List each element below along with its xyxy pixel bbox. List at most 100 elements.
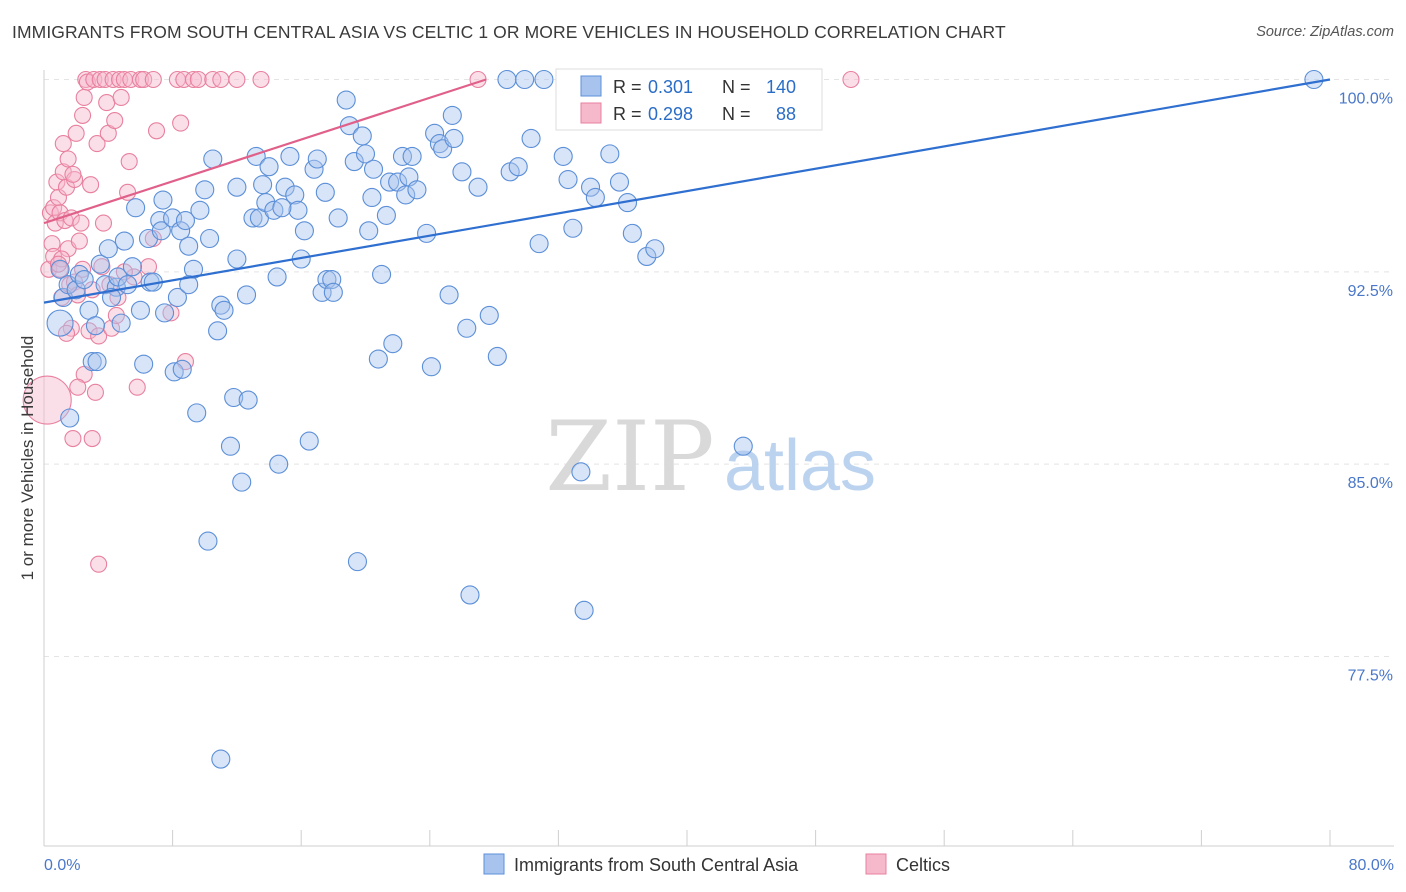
south-central-asia-point <box>172 359 192 379</box>
south-central-asia-point <box>227 177 247 197</box>
celtic-point <box>122 70 140 89</box>
south-central-asia-point <box>288 200 308 220</box>
south-central-asia-point <box>179 275 199 295</box>
celtic-point <box>144 70 162 89</box>
south-central-asia-point <box>275 177 295 197</box>
celtic-point <box>59 150 77 168</box>
celtic-point <box>175 70 193 89</box>
south-central-asia-point <box>344 152 364 172</box>
watermark: ZIP atlas <box>545 401 876 513</box>
south-central-asia-point <box>46 309 74 337</box>
south-central-asia-point <box>312 282 332 302</box>
south-central-asia-point <box>479 305 499 325</box>
south-central-asia-point <box>733 436 753 456</box>
celtic-point <box>64 429 82 448</box>
south-central-asia-point <box>355 144 376 164</box>
south-central-asia-point <box>118 275 138 295</box>
south-central-asia-point <box>558 169 578 190</box>
south-central-asia-point <box>232 472 252 492</box>
south-central-asia-point <box>267 267 287 287</box>
south-central-asia-point <box>521 128 541 149</box>
south-central-asia-point <box>315 182 335 202</box>
south-central-asia-point <box>429 134 449 154</box>
south-central-asia-point <box>164 362 184 382</box>
legend-r-value-2: 0.298 <box>648 104 693 124</box>
south-central-asia-point <box>487 346 507 367</box>
y-tick-label: 100.0% <box>1339 91 1393 108</box>
celtic-point <box>22 375 72 425</box>
celtic-point <box>135 70 153 89</box>
chart-title: IMMIGRANTS FROM SOUTH CENTRAL ASIA VS CE… <box>12 22 1006 42</box>
celtic-point <box>120 153 138 171</box>
south-central-asia-point <box>50 259 70 279</box>
source-label: Source: ZipAtlas.com <box>1256 24 1394 40</box>
celtic-point <box>64 165 82 183</box>
south-central-asia-point <box>111 313 131 333</box>
south-central-asia-point <box>417 223 437 243</box>
series-legend-swatch-blue <box>483 853 505 875</box>
south-central-asia-point <box>407 180 427 200</box>
celtic-point <box>228 70 246 89</box>
watermark-zip: ZIP <box>545 401 714 513</box>
south-central-asia-point <box>108 267 128 287</box>
south-central-asia-point <box>280 146 300 166</box>
south-central-asia-point <box>179 236 199 256</box>
grid-lines <box>44 79 1394 657</box>
south-central-asia-point <box>421 357 441 377</box>
celtic-point <box>139 258 158 276</box>
celtic-point <box>184 70 203 89</box>
celtic-point <box>43 235 61 253</box>
celtic-point <box>69 378 87 396</box>
south-central-asia-point <box>243 208 263 228</box>
south-central-asia-point <box>304 159 324 179</box>
south-central-asia-point <box>227 249 247 269</box>
celtic-point <box>189 70 207 89</box>
south-central-asia-point <box>362 187 382 208</box>
south-central-asia-point <box>214 300 234 320</box>
south-central-asia-point <box>114 231 134 251</box>
y-tick-label: 77.5% <box>1348 668 1393 685</box>
south-central-asia-point <box>368 349 388 369</box>
celtic-point <box>86 383 104 401</box>
legend-n-value-1: 140 <box>766 77 796 97</box>
celtic-point <box>106 111 124 130</box>
celtic-point <box>125 268 143 286</box>
celtic-point <box>90 555 108 573</box>
series-legend-swatch-pink <box>865 853 887 875</box>
legend-n-label-2: N = <box>722 104 751 124</box>
trend-lines <box>43 78 1331 304</box>
south-central-asia-point <box>74 269 94 290</box>
south-central-asia-point <box>363 159 384 179</box>
south-central-asia-point <box>580 177 601 197</box>
south-central-asia-point <box>347 552 368 572</box>
series-legend-label-1: Immigrants from South Central Asia <box>514 855 799 875</box>
south-central-asia-point <box>183 259 204 279</box>
south-central-asia-point <box>439 285 459 305</box>
south-central-asia-point <box>336 90 356 110</box>
south-central-asia-point <box>224 387 244 408</box>
legend-swatch-blue <box>580 75 602 97</box>
celtic-point <box>57 324 76 342</box>
south-central-asia-point <box>236 285 257 305</box>
south-central-asia-point <box>101 287 122 308</box>
celtic-point <box>70 232 88 250</box>
celtic-point <box>128 378 146 396</box>
south-central-asia-point <box>122 257 142 277</box>
south-central-asia-point <box>402 146 422 166</box>
axes <box>43 70 1394 847</box>
celtic-point <box>162 304 180 322</box>
south-central-asia-point <box>425 123 445 143</box>
x-ticks <box>43 830 1331 846</box>
south-central-asia-point <box>574 600 594 620</box>
south-central-asia-point <box>85 316 105 336</box>
south-central-asia-point <box>452 162 472 182</box>
south-central-asia-point <box>220 436 241 456</box>
south-central-asia-point <box>359 221 379 241</box>
south-central-asia-point <box>1304 69 1324 90</box>
south-central-asia-point <box>60 408 80 428</box>
south-central-asia-point <box>66 280 86 300</box>
south-central-asia-point <box>444 128 464 149</box>
y-axis-title: 1 or more Vehicles in Household <box>18 336 37 581</box>
south-central-asia-point <box>383 334 403 354</box>
